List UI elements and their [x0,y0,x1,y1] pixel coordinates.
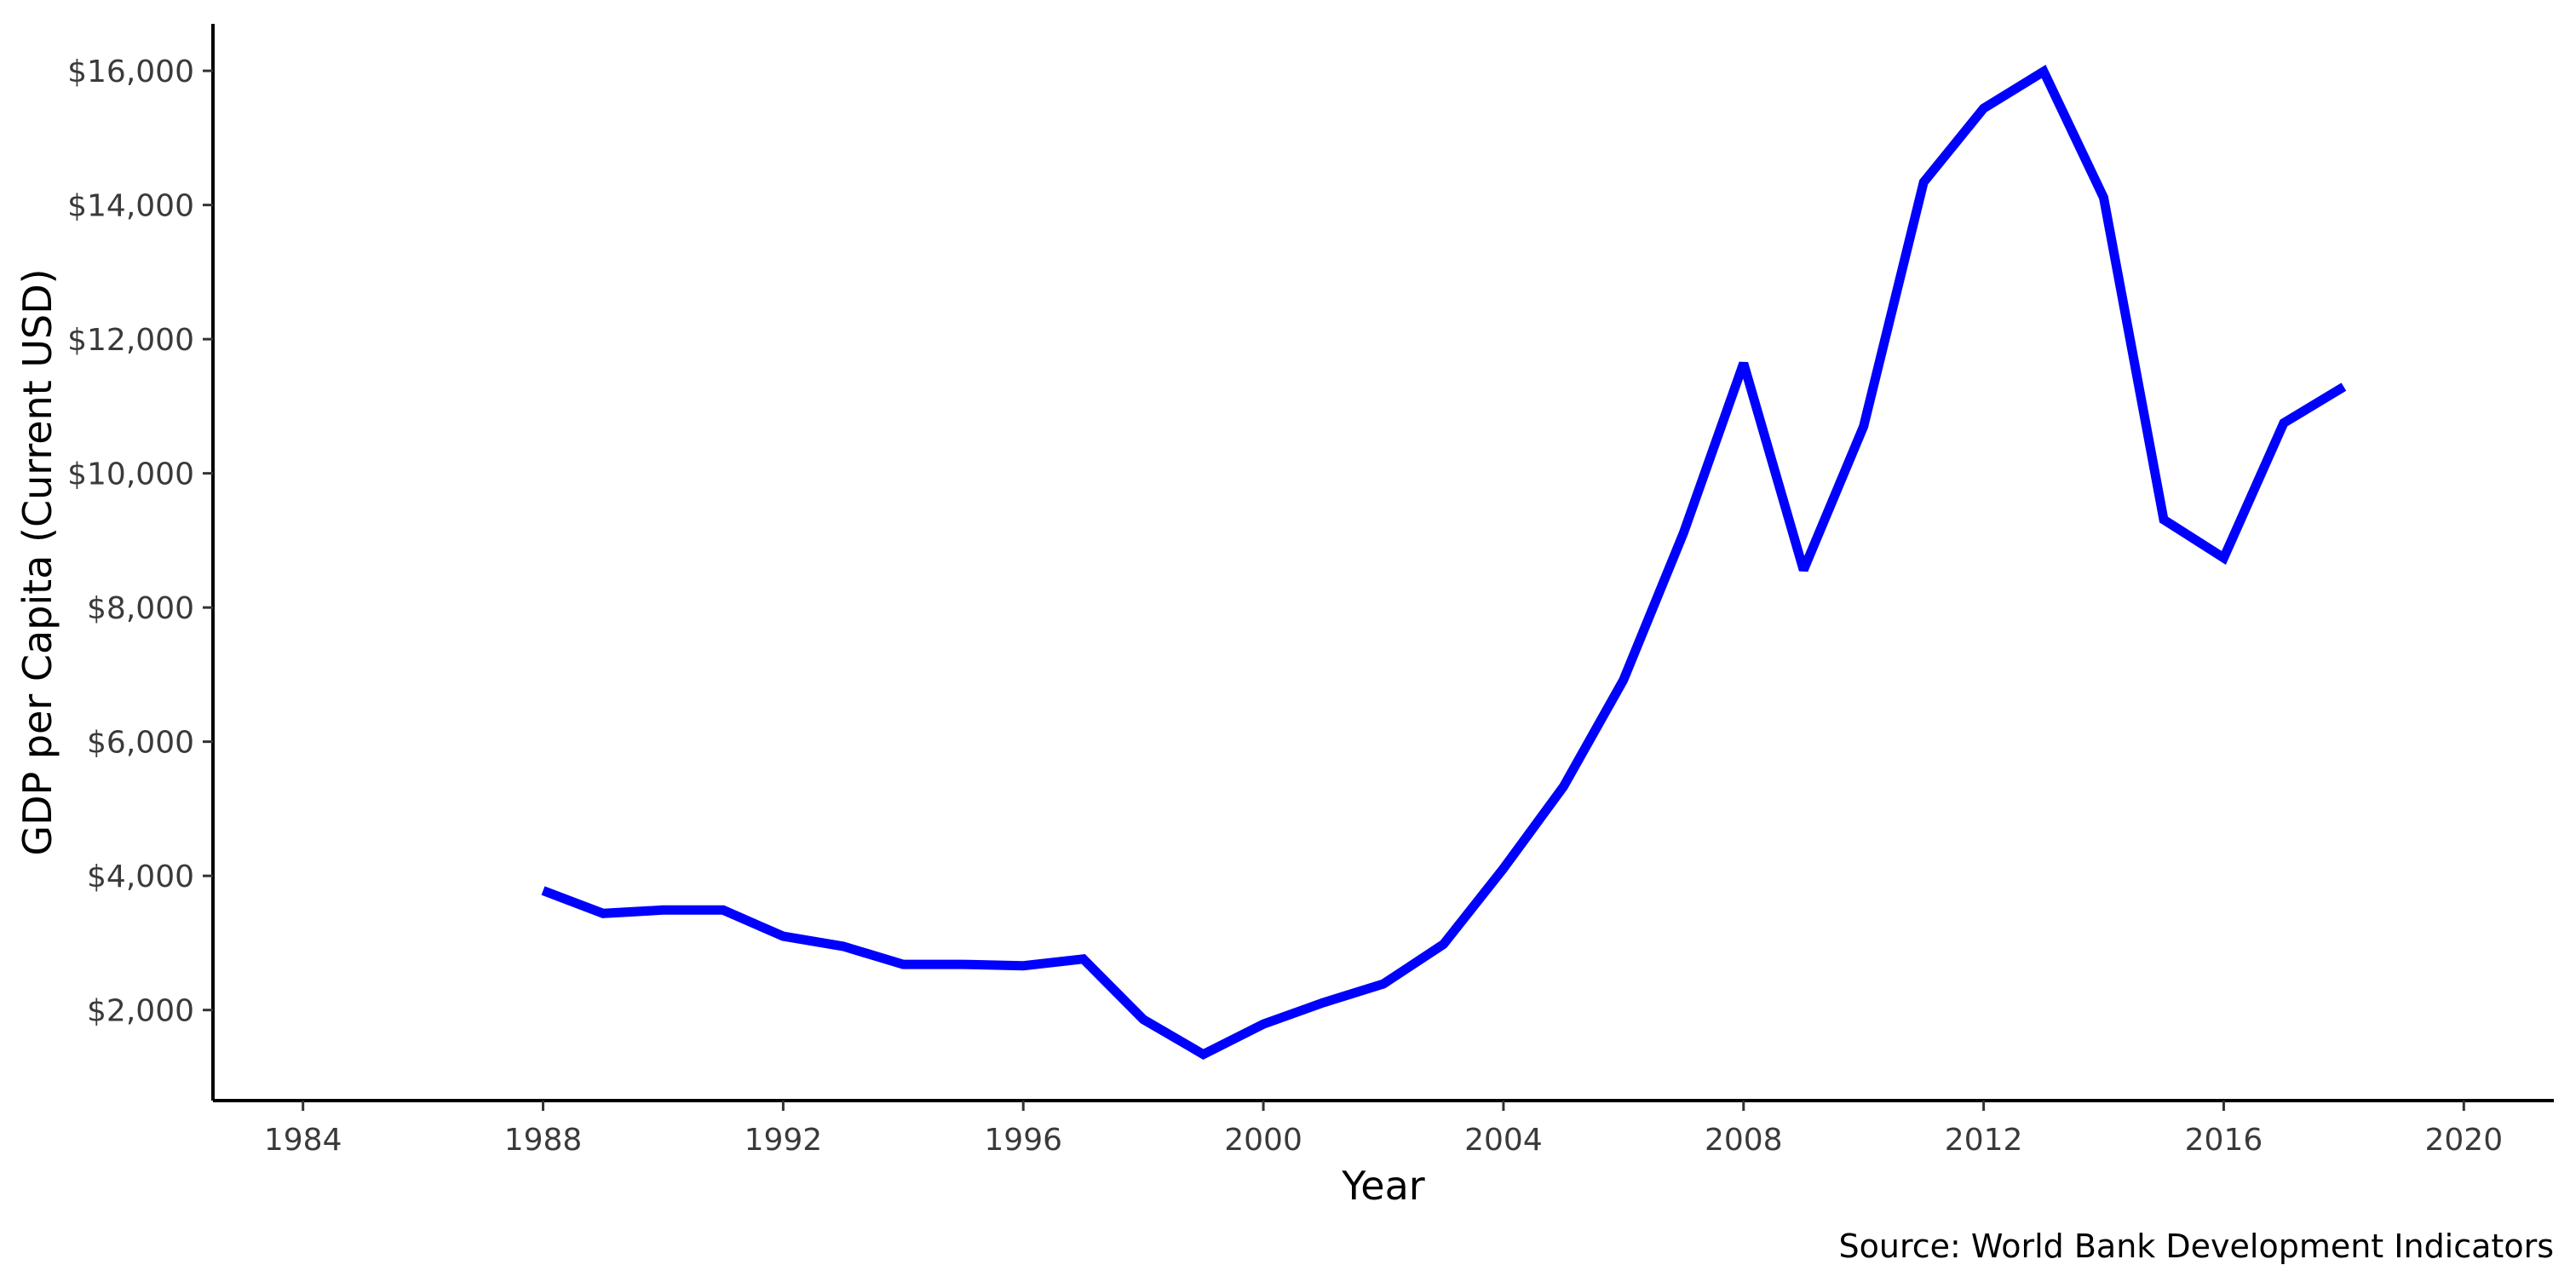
y-tick-label: $14,000 [67,189,194,224]
x-tick-label: 1984 [264,1123,342,1158]
x-tick-label: 1992 [745,1123,823,1158]
x-tick-label: 2004 [1464,1123,1543,1158]
x-axis: 1984 1988 1992 1996 2000 2004 2008 2012 2016 2020 [213,1099,2554,1158]
x-tick-label: 1996 [984,1123,1062,1158]
source-caption: Source: World Bank Development Indicator… [1838,1228,2554,1265]
y-tick-label: $16,000 [67,55,194,89]
y-tick-label: $6,000 [87,726,194,761]
y-axis-title: GDP per Capita (Current USD) [14,268,60,855]
y-tick-label: $12,000 [67,323,194,358]
x-tick-label: 2000 [1224,1123,1302,1158]
x-tick-label: 2016 [2185,1123,2263,1158]
y-tick-label: $10,000 [67,457,194,492]
x-tick-label: 2008 [1705,1123,1783,1158]
x-axis-title: Year [1341,1163,1424,1209]
series-layer [541,65,2347,1060]
y-tick-label: $4,000 [87,860,194,894]
x-tick-label: 2020 [2424,1123,2503,1158]
series-line [541,65,2347,1060]
y-tick-label: $2,000 [87,994,194,1029]
x-tick-label: 1988 [504,1123,583,1158]
y-axis: $2,000 $4,000 $6,000 $8,000 $10,000 $12,000 $1… [67,24,215,1101]
x-tick-label: 2012 [1945,1123,2023,1158]
y-tick-label: $8,000 [87,591,194,626]
